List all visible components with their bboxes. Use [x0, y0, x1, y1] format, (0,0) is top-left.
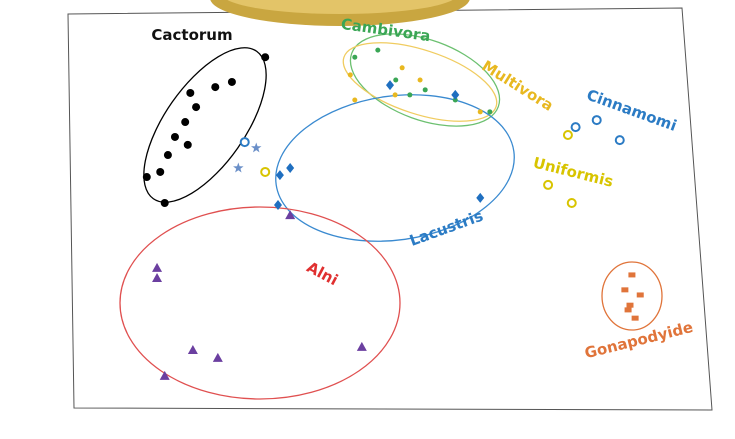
point [181, 118, 190, 127]
point [159, 370, 170, 380]
point [233, 162, 244, 173]
point [407, 92, 413, 98]
point [275, 170, 284, 181]
point [562, 130, 573, 141]
point [142, 173, 151, 182]
coin-decoration [227, 0, 453, 14]
point [152, 273, 163, 283]
point [476, 192, 485, 203]
point [452, 97, 458, 103]
point [392, 92, 398, 98]
point [356, 341, 367, 351]
point [286, 163, 295, 174]
cluster-outline [275, 94, 515, 242]
point [183, 140, 192, 149]
point [239, 137, 250, 148]
point [251, 142, 262, 153]
point [621, 287, 629, 293]
point [352, 97, 358, 103]
point [566, 197, 577, 208]
series-label: Cactorum [151, 26, 232, 44]
point [543, 179, 554, 190]
point [187, 344, 198, 354]
point [170, 132, 179, 141]
point [570, 122, 581, 133]
point [347, 72, 353, 78]
point [451, 89, 460, 100]
point [261, 53, 270, 62]
cluster-outline [119, 206, 401, 400]
point [211, 83, 220, 92]
point [614, 135, 625, 146]
point [156, 167, 165, 176]
point [274, 199, 282, 210]
point [186, 88, 195, 97]
marks [142, 47, 644, 380]
point [152, 262, 163, 272]
point [393, 77, 399, 83]
point [477, 109, 483, 115]
plot-frame [67, 7, 713, 411]
point [163, 151, 172, 160]
point [628, 272, 636, 278]
cluster-outline [342, 42, 498, 122]
cluster-outline [601, 261, 663, 331]
point [375, 47, 381, 53]
point [624, 307, 632, 313]
point [417, 77, 423, 83]
point [212, 352, 223, 362]
point [591, 115, 602, 126]
point [626, 302, 634, 308]
point [352, 54, 358, 60]
point [631, 315, 639, 321]
point [422, 87, 428, 93]
point [487, 109, 493, 115]
cluster-outline [143, 47, 267, 203]
point [192, 103, 201, 112]
point [386, 80, 394, 91]
point [260, 166, 271, 177]
point [160, 198, 169, 207]
point [227, 77, 236, 86]
point [285, 210, 296, 220]
point [636, 292, 644, 298]
point [399, 65, 405, 71]
cluster-outline [349, 33, 501, 127]
